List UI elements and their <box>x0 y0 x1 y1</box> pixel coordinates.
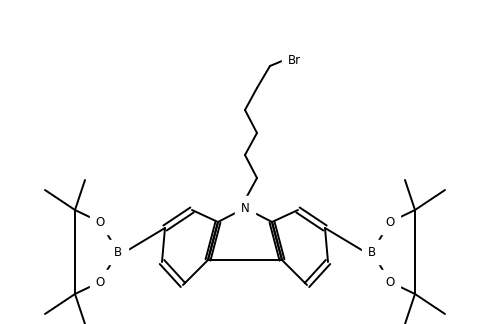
Text: O: O <box>96 215 105 228</box>
Text: B: B <box>368 246 376 259</box>
Text: O: O <box>385 275 394 288</box>
Text: N: N <box>241 202 249 214</box>
Text: Br: Br <box>288 54 301 67</box>
Text: O: O <box>96 275 105 288</box>
Text: B: B <box>114 246 122 259</box>
Text: O: O <box>385 215 394 228</box>
